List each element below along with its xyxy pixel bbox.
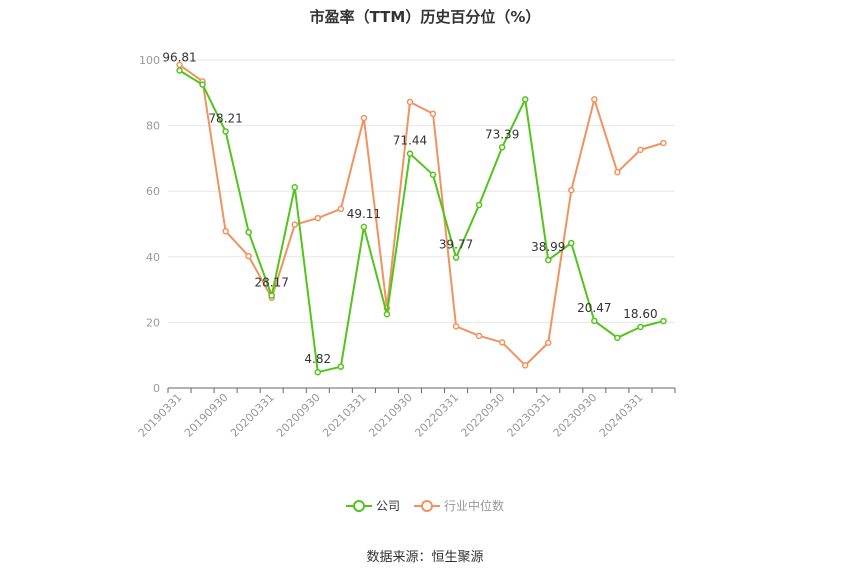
data-point (475, 332, 483, 340)
data-label: 49.11 (347, 207, 381, 221)
x-tick-label: 20200930 (274, 391, 323, 440)
data-point (406, 98, 414, 106)
y-tick-label: 0 (153, 382, 160, 395)
data-label: 18.60 (623, 307, 657, 321)
y-tick-label: 40 (146, 251, 160, 264)
data-point (660, 139, 667, 147)
data-point (268, 292, 275, 299)
legend-label-industry: 行业中位数 (444, 499, 505, 513)
series-line-company (178, 69, 664, 374)
data-point (614, 168, 621, 176)
x-tick-label: 20200331 (228, 391, 277, 440)
data-point (314, 368, 322, 376)
chart-title: 市盈率（TTM）历史百分位（%） (309, 8, 541, 26)
data-point (637, 323, 644, 331)
data-point (222, 128, 229, 135)
x-tick-label: 20240331 (597, 391, 646, 440)
data-label: 20.47 (577, 301, 611, 315)
data-point (314, 214, 322, 222)
y-tick-label: 20 (146, 316, 160, 329)
data-point (360, 114, 368, 122)
x-tick-label: 20190930 (182, 391, 231, 440)
data-label: 39.77 (439, 238, 473, 252)
data-point (498, 339, 506, 346)
data-labels: 96.81 78.21 28.17 4.82 49.11 71.44 39.77 73.39 3… (162, 50, 657, 366)
data-label: 78.21 (208, 111, 242, 125)
data-source: 数据来源：恒生聚源 (366, 550, 484, 565)
grid-lines (168, 59, 675, 323)
data-point (498, 144, 506, 151)
data-point (245, 228, 252, 236)
data-point (360, 223, 368, 231)
x-tick-label: 20230930 (551, 391, 600, 440)
company-legend-icon (345, 499, 372, 512)
data-point (383, 310, 391, 318)
industry-legend-icon (414, 499, 440, 512)
data-point (429, 171, 437, 179)
data-point (591, 96, 598, 103)
legend-label-company: 公司 (375, 499, 400, 513)
data-point (429, 110, 437, 118)
data-label: 28.17 (255, 276, 289, 290)
x-tick-label: 20220331 (412, 391, 461, 440)
data-point (222, 227, 229, 235)
data-point (521, 96, 529, 103)
data-point (406, 150, 414, 157)
legend-item-company[interactable]: 公司 (345, 497, 400, 514)
data-label: 96.81 (162, 50, 196, 64)
data-point (337, 205, 345, 213)
data-point (637, 146, 644, 154)
data-point (337, 363, 345, 370)
data-point (545, 339, 552, 346)
data-point (475, 201, 483, 209)
y-tick-label: 100 (139, 54, 160, 67)
series-line-industry (178, 64, 664, 367)
data-point (176, 67, 183, 74)
data-point (521, 362, 529, 369)
y-tick-label: 80 (146, 120, 160, 133)
x-tick-label: 20190331 (136, 391, 185, 440)
data-label: 73.39 (485, 127, 519, 141)
x-tick-label: 20230331 (505, 391, 554, 440)
data-point (660, 317, 667, 325)
data-point (568, 186, 575, 194)
legend-item-industry[interactable]: 行业中位数 (414, 497, 504, 514)
legend: 公司 行业中位数 (0, 497, 850, 514)
data-label: 4.82 (304, 352, 331, 366)
y-tick-label: 60 (146, 185, 160, 198)
data-point (568, 239, 575, 247)
data-label: 38.99 (531, 240, 565, 254)
data-label: 71.44 (393, 134, 427, 148)
series-lines (176, 61, 667, 376)
data-point (452, 323, 460, 330)
x-tick-label: 20210930 (366, 391, 415, 440)
data-point (614, 334, 621, 342)
data-point (452, 254, 460, 261)
data-point (291, 184, 298, 191)
data-point (291, 221, 298, 228)
data-point (245, 252, 252, 260)
data-point (545, 256, 552, 264)
x-tick-label: 20210331 (320, 391, 369, 440)
data-point (199, 81, 206, 88)
data-point (591, 317, 598, 325)
x-tick-label: 20220930 (458, 391, 507, 440)
